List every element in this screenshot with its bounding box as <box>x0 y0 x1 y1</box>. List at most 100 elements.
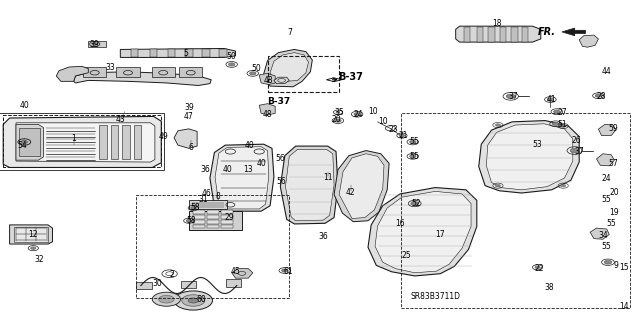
Text: 40: 40 <box>244 141 255 150</box>
Text: 54: 54 <box>17 141 28 150</box>
Text: 14: 14 <box>619 302 629 311</box>
Polygon shape <box>83 67 106 77</box>
Text: 46: 46 <box>201 189 211 198</box>
Text: FR.: FR. <box>538 27 556 37</box>
Polygon shape <box>339 154 384 219</box>
Polygon shape <box>488 27 495 42</box>
Text: 7: 7 <box>287 28 292 37</box>
Polygon shape <box>210 144 274 211</box>
Text: 26: 26 <box>571 137 581 145</box>
Polygon shape <box>16 123 155 162</box>
Polygon shape <box>193 210 205 214</box>
Text: 29: 29 <box>224 213 234 222</box>
Text: 55: 55 <box>410 137 420 146</box>
Circle shape <box>354 113 360 116</box>
Polygon shape <box>179 67 202 77</box>
Polygon shape <box>221 225 233 228</box>
Text: SR83B3711D: SR83B3711D <box>410 292 460 300</box>
Text: 32: 32 <box>35 255 45 263</box>
Polygon shape <box>479 121 579 193</box>
Circle shape <box>561 184 566 187</box>
Polygon shape <box>122 125 130 159</box>
Text: 55: 55 <box>606 219 616 228</box>
Text: 20: 20 <box>331 115 341 124</box>
Text: 40: 40 <box>256 159 266 168</box>
Text: 58: 58 <box>190 204 200 212</box>
Text: 35: 35 <box>334 108 344 117</box>
Text: 30: 30 <box>152 279 162 288</box>
Polygon shape <box>221 215 233 219</box>
Circle shape <box>191 207 196 209</box>
Polygon shape <box>116 67 140 77</box>
Text: 56: 56 <box>275 154 285 163</box>
Polygon shape <box>280 146 338 224</box>
Circle shape <box>552 122 559 125</box>
Polygon shape <box>207 220 219 224</box>
Polygon shape <box>193 225 205 228</box>
Polygon shape <box>185 49 193 57</box>
Text: 31: 31 <box>198 195 209 204</box>
Circle shape <box>92 43 97 45</box>
Polygon shape <box>232 269 253 278</box>
Text: 47: 47 <box>184 112 194 121</box>
Text: 60: 60 <box>196 295 207 304</box>
Polygon shape <box>259 104 275 115</box>
Polygon shape <box>511 27 518 42</box>
Polygon shape <box>193 215 205 219</box>
Text: B-37: B-37 <box>339 72 363 82</box>
Polygon shape <box>590 228 609 239</box>
Polygon shape <box>562 28 586 36</box>
Polygon shape <box>74 72 211 85</box>
Text: 59: 59 <box>608 124 618 133</box>
Text: 24: 24 <box>602 174 612 183</box>
Text: 15: 15 <box>619 263 629 272</box>
Polygon shape <box>215 147 269 209</box>
Circle shape <box>410 140 416 144</box>
Text: 16: 16 <box>395 219 405 228</box>
Text: 45: 45 <box>230 267 241 276</box>
Text: 10: 10 <box>368 107 378 116</box>
Circle shape <box>561 125 566 127</box>
Polygon shape <box>579 35 598 47</box>
Circle shape <box>282 269 288 272</box>
Polygon shape <box>368 188 477 276</box>
Polygon shape <box>152 67 175 77</box>
Text: 53: 53 <box>532 140 543 149</box>
Text: 36: 36 <box>318 232 328 241</box>
Text: 34: 34 <box>598 231 608 240</box>
Text: 51: 51 <box>557 120 567 129</box>
Polygon shape <box>264 49 312 87</box>
Text: 44: 44 <box>602 67 612 76</box>
Polygon shape <box>221 210 233 214</box>
Polygon shape <box>464 27 470 42</box>
Circle shape <box>31 247 36 249</box>
Text: 11: 11 <box>323 173 332 182</box>
Polygon shape <box>111 125 118 159</box>
Polygon shape <box>14 227 48 242</box>
Text: 37: 37 <box>574 147 584 156</box>
Circle shape <box>399 134 404 137</box>
Polygon shape <box>136 282 152 289</box>
Circle shape <box>495 184 500 187</box>
Polygon shape <box>189 200 227 209</box>
Text: 43: 43 <box>115 115 125 124</box>
Polygon shape <box>207 215 219 219</box>
Text: 61: 61 <box>283 267 293 276</box>
Polygon shape <box>131 49 138 57</box>
Polygon shape <box>134 125 141 159</box>
Polygon shape <box>477 27 483 42</box>
Text: 28: 28 <box>597 92 606 101</box>
Text: 13: 13 <box>243 165 253 174</box>
Circle shape <box>250 72 256 75</box>
Text: 22: 22 <box>534 264 543 273</box>
Polygon shape <box>168 49 175 57</box>
Text: 48: 48 <box>262 110 273 119</box>
Text: 25: 25 <box>401 251 412 260</box>
Text: 41: 41 <box>547 95 557 104</box>
Text: B-37: B-37 <box>267 97 290 106</box>
Polygon shape <box>375 191 471 273</box>
Polygon shape <box>456 26 541 42</box>
Polygon shape <box>189 211 242 230</box>
Text: 20: 20 <box>609 188 620 197</box>
Circle shape <box>506 94 515 99</box>
